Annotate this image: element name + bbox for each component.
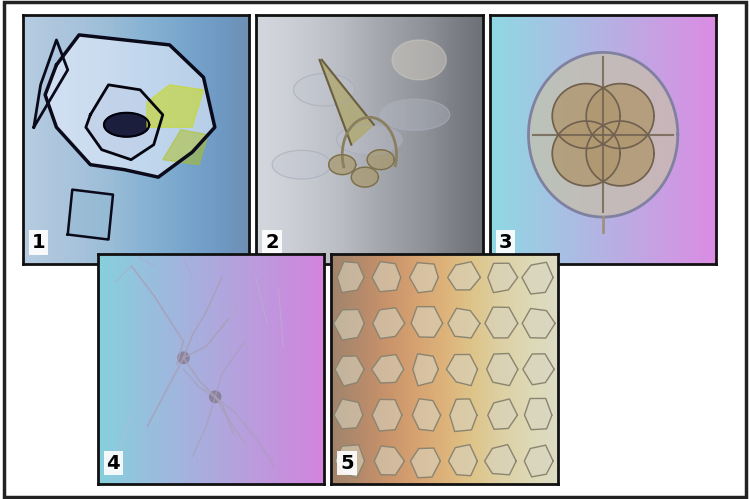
Polygon shape: [487, 353, 518, 386]
Polygon shape: [380, 99, 450, 130]
Polygon shape: [351, 167, 379, 187]
Polygon shape: [524, 445, 554, 477]
Polygon shape: [334, 445, 364, 478]
Polygon shape: [372, 355, 404, 383]
Polygon shape: [522, 308, 555, 338]
Text: 5: 5: [340, 454, 354, 473]
Polygon shape: [334, 309, 364, 340]
Polygon shape: [147, 85, 203, 127]
Polygon shape: [448, 445, 477, 476]
Polygon shape: [523, 354, 554, 385]
Polygon shape: [522, 262, 553, 294]
Polygon shape: [104, 113, 149, 137]
Polygon shape: [372, 399, 402, 431]
Polygon shape: [488, 263, 518, 292]
Polygon shape: [392, 40, 446, 80]
Polygon shape: [446, 354, 478, 386]
Text: 1: 1: [32, 233, 45, 252]
Polygon shape: [410, 448, 440, 478]
Polygon shape: [485, 307, 518, 338]
Polygon shape: [368, 150, 394, 170]
Text: 2: 2: [266, 233, 279, 252]
Polygon shape: [586, 121, 654, 186]
Polygon shape: [373, 308, 405, 338]
Text: 3: 3: [499, 233, 512, 252]
Polygon shape: [413, 354, 439, 386]
Polygon shape: [413, 399, 441, 431]
Polygon shape: [552, 121, 620, 186]
Polygon shape: [209, 391, 220, 403]
Polygon shape: [488, 399, 518, 429]
Polygon shape: [374, 446, 404, 475]
Polygon shape: [372, 261, 400, 292]
Polygon shape: [448, 261, 481, 290]
Polygon shape: [338, 261, 364, 292]
Polygon shape: [524, 399, 552, 430]
Polygon shape: [163, 130, 208, 165]
Polygon shape: [335, 356, 364, 386]
Polygon shape: [68, 190, 113, 240]
Text: 4: 4: [106, 454, 120, 473]
Polygon shape: [450, 399, 477, 432]
Polygon shape: [529, 52, 678, 217]
Polygon shape: [410, 262, 438, 293]
Polygon shape: [411, 307, 442, 337]
Polygon shape: [586, 84, 654, 148]
Polygon shape: [320, 60, 374, 145]
Polygon shape: [484, 445, 516, 475]
Polygon shape: [334, 399, 363, 429]
Polygon shape: [328, 155, 356, 175]
Polygon shape: [45, 35, 214, 177]
Polygon shape: [337, 125, 402, 155]
Polygon shape: [178, 352, 189, 363]
Polygon shape: [294, 74, 355, 106]
Polygon shape: [552, 84, 620, 148]
Polygon shape: [86, 85, 163, 160]
Polygon shape: [448, 308, 480, 338]
Polygon shape: [272, 150, 331, 179]
